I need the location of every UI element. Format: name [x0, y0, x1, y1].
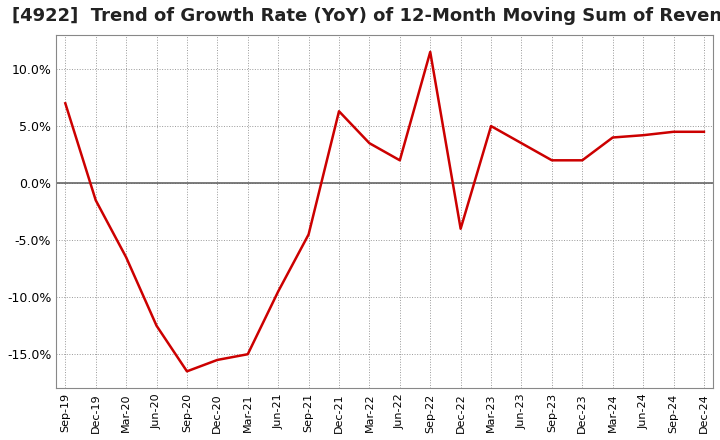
Title: [4922]  Trend of Growth Rate (YoY) of 12-Month Moving Sum of Revenues: [4922] Trend of Growth Rate (YoY) of 12-…: [12, 7, 720, 25]
